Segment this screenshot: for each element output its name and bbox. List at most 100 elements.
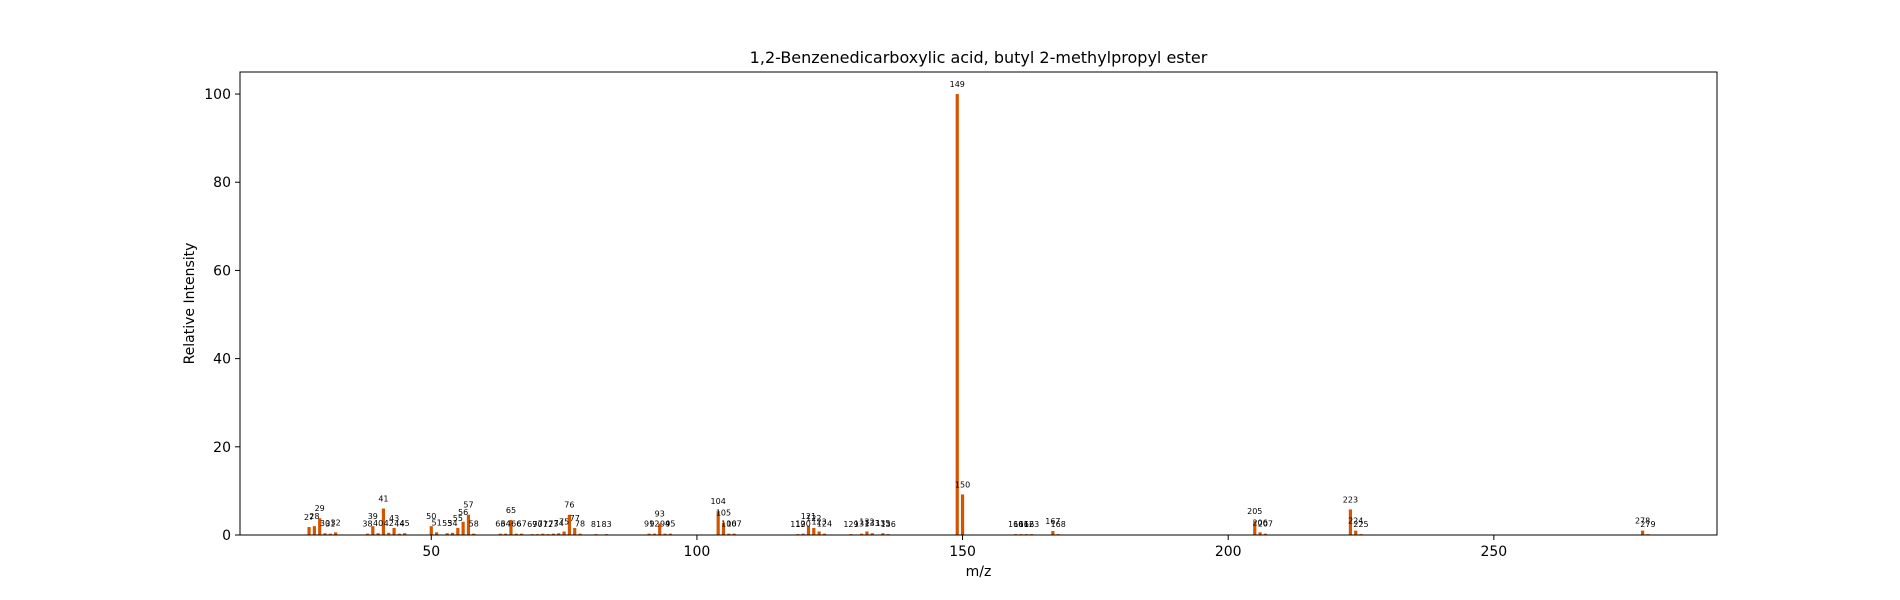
peak-bar-92 <box>652 533 657 535</box>
peak-label-51: 51 <box>431 518 441 527</box>
peak-label-70: 70 <box>532 520 542 529</box>
peak-label-58: 58 <box>469 520 479 529</box>
peak-label-104: 104 <box>711 497 726 506</box>
peak-label-65: 65 <box>506 506 516 515</box>
x-tick-label: 200 <box>1215 544 1242 560</box>
peak-bar-54 <box>450 532 455 535</box>
peak-label-205: 205 <box>1247 507 1262 516</box>
peak-label-27: 27 <box>304 513 314 522</box>
peak-label-107: 107 <box>726 520 741 529</box>
peak-label-129: 129 <box>843 520 858 529</box>
peak-bar-133 <box>870 533 874 535</box>
peak-label-224: 224 <box>1348 517 1363 526</box>
peak-bar-120 <box>801 533 805 535</box>
peak-label-71: 71 <box>538 520 548 529</box>
y-tick-label: 20 <box>213 440 231 456</box>
peak-label-83: 83 <box>601 520 611 529</box>
peak-label-73: 73 <box>548 520 558 529</box>
peak-bar-64 <box>504 533 508 535</box>
peak-label-28: 28 <box>309 512 319 521</box>
peak-label-94: 94 <box>660 520 670 529</box>
y-tick-label: 0 <box>222 528 231 544</box>
y-axis: 0 20 40 60 80 100 <box>204 87 240 544</box>
peak-bar-65 <box>509 520 513 535</box>
peak-label-278: 278 <box>1635 517 1650 526</box>
peak-label-40: 40 <box>373 519 383 528</box>
peak-bar-58 <box>472 533 476 535</box>
peak-bar-28 <box>312 526 316 535</box>
y-axis-label: Relative Intensity <box>182 243 198 365</box>
peak-bar-32 <box>334 532 338 535</box>
peak-label-279: 279 <box>1640 520 1655 529</box>
peak-label-78: 78 <box>575 520 585 529</box>
peak-label-121: 121 <box>801 512 816 521</box>
bars-group <box>307 94 1650 536</box>
x-tick-label: 250 <box>1480 544 1507 560</box>
peak-bar-123 <box>817 531 821 535</box>
peak-bar-207 <box>1263 533 1267 535</box>
peak-bar-107 <box>732 533 736 535</box>
peak-bar-55 <box>456 527 460 535</box>
peak-bar-223 <box>1348 509 1353 535</box>
peak-label-105: 105 <box>716 509 731 518</box>
peak-bar-94 <box>663 533 667 535</box>
peak-label-55: 55 <box>453 514 463 523</box>
peak-bar-71 <box>541 533 545 535</box>
peak-bar-76 <box>567 514 571 535</box>
peak-bar-43 <box>392 527 396 535</box>
peak-label-123: 123 <box>811 517 826 526</box>
peak-label-119: 119 <box>790 520 805 529</box>
peak-bar-44 <box>397 533 401 535</box>
peak-label-223: 223 <box>1343 495 1358 504</box>
peak-label-163: 163 <box>1024 520 1039 529</box>
x-axis-label: m/z <box>966 564 992 580</box>
y-tick-label: 80 <box>213 175 231 191</box>
peak-bar-105 <box>721 522 726 535</box>
peak-label-120: 120 <box>796 520 811 529</box>
peak-bar-132 <box>865 531 869 535</box>
peak-bar-150 <box>960 494 965 535</box>
peak-bar-91 <box>647 533 651 535</box>
peak-bar-40 <box>376 533 380 535</box>
peak-label-56: 56 <box>458 508 468 517</box>
peak-bar-38 <box>365 533 370 535</box>
chart-title: 1,2-Benzenedicarboxylic acid, butyl 2-me… <box>750 48 1208 67</box>
peak-label-76: 76 <box>564 501 574 510</box>
peak-label-122: 122 <box>806 514 821 523</box>
peak-label-207: 207 <box>1258 520 1273 529</box>
peak-label-75: 75 <box>559 517 569 526</box>
peak-label-44: 44 <box>394 520 404 529</box>
peak-bar-206 <box>1258 532 1262 535</box>
x-tick-label: 150 <box>949 544 976 560</box>
peak-bar-29 <box>318 518 322 535</box>
peak-label-77: 77 <box>570 514 580 523</box>
x-tick-label: 50 <box>422 544 440 560</box>
peak-bar-57 <box>466 514 471 535</box>
peak-label-72: 72 <box>543 520 553 529</box>
peak-label-39: 39 <box>368 512 378 521</box>
peak-label-133: 133 <box>865 519 880 528</box>
peak-label-32: 32 <box>331 518 341 527</box>
y-tick-label: 40 <box>213 352 231 368</box>
peak-label-168: 168 <box>1051 520 1066 529</box>
peak-label-69: 69 <box>527 520 537 529</box>
peak-bar-124 <box>822 533 827 535</box>
peak-bar-93 <box>658 523 662 535</box>
peak-label-106: 106 <box>721 520 736 529</box>
peak-bar-66 <box>514 533 518 535</box>
peak-bar-31 <box>328 533 332 535</box>
peak-bar-167 <box>1051 531 1055 535</box>
peak-label-31: 31 <box>325 520 335 529</box>
peak-bar-278 <box>1641 530 1645 535</box>
peak-bar-51 <box>434 532 439 535</box>
peak-bar-131 <box>860 533 864 535</box>
peak-bar-73 <box>551 533 556 535</box>
peak-label-149: 149 <box>950 80 965 89</box>
peak-label-81: 81 <box>591 520 601 529</box>
peak-bar-75 <box>562 531 566 535</box>
peak-label-42: 42 <box>384 519 394 528</box>
peak-bar-224 <box>1354 530 1358 535</box>
plot-frame <box>239 71 1718 536</box>
peak-label-43: 43 <box>389 514 399 523</box>
